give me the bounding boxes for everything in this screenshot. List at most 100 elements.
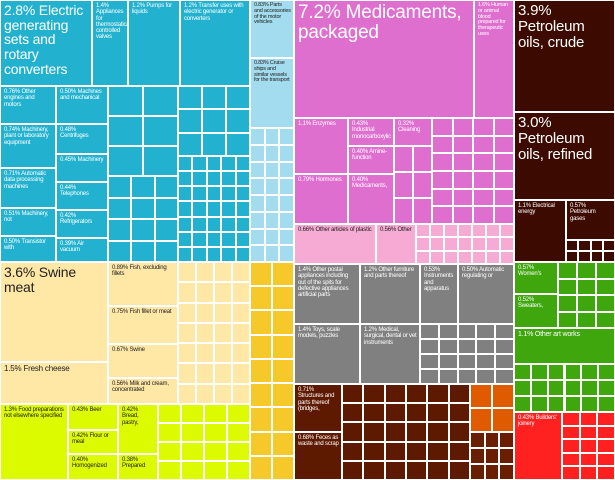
treemap-cell	[499, 464, 514, 480]
treemap-tile: 0.40% Medicaments,	[348, 174, 394, 224]
treemap-cell	[178, 109, 202, 133]
treemap-cell	[227, 442, 250, 461]
treemap-cell	[427, 422, 449, 442]
treemap-cell	[470, 384, 492, 408]
treemap-cell	[486, 224, 500, 238]
treemap-cell	[590, 240, 603, 251]
treemap-cell	[530, 380, 548, 396]
treemap-tile: 0.74% Machinery, plant or laboratory equ…	[0, 124, 56, 168]
treemap-cell	[264, 195, 280, 212]
treemap-cell	[226, 86, 250, 110]
treemap-cell	[448, 403, 470, 423]
treemap-cell	[406, 441, 428, 461]
tile-label: 1.2% Transfer uses with electric generat…	[184, 3, 244, 22]
treemap-cell	[178, 86, 202, 110]
tile-label: 0.43% Builders' joinery	[518, 415, 557, 428]
treemap-cell	[472, 250, 486, 264]
treemap-cell	[226, 109, 250, 133]
treemap-tile: 0.45% Machinery	[56, 154, 108, 182]
treemap-cell	[250, 211, 265, 229]
treemap-cell	[250, 144, 265, 162]
treemap-cell	[438, 324, 458, 339]
treemap-cell	[448, 441, 470, 461]
treemap-cell	[221, 246, 236, 262]
treemap-cell	[235, 186, 250, 202]
treemap-cell	[178, 132, 202, 156]
treemap-cell	[232, 322, 250, 344]
treemap-tile: 0.40% Amine-function	[348, 146, 394, 174]
treemap-cell	[547, 380, 565, 396]
treemap-cell	[420, 339, 439, 354]
treemap-tile: 0.48% Centrifuges	[56, 124, 108, 154]
treemap-tile: 1.4% Appliances for thermostatically con…	[92, 0, 128, 86]
treemap-tile: 0.43% Industrial monocarboxylic	[348, 118, 394, 146]
treemap-cell	[227, 404, 250, 423]
treemap-cell	[577, 311, 596, 328]
treemap-cell	[131, 240, 155, 262]
tile-label: 0.44% Telephones	[60, 185, 89, 198]
treemap-cell	[596, 311, 615, 328]
treemap-tile: 7.2% Medicaments, packaged	[294, 0, 474, 118]
treemap-cell	[472, 224, 486, 238]
tile-label: 0.74% Machinery, plant or laboratory equ…	[4, 127, 49, 146]
treemap-cell	[227, 423, 250, 442]
treemap-cell	[547, 364, 565, 380]
treemap-cell	[214, 363, 232, 384]
treemap-cell	[181, 461, 204, 480]
treemap-cell	[178, 231, 193, 247]
treemap-cell	[131, 197, 155, 219]
treemap-cell	[178, 302, 196, 323]
treemap-cell	[458, 237, 472, 251]
tile-label: 0.57% Petroleum gases	[570, 203, 596, 222]
treemap-cell	[204, 442, 227, 461]
treemap-cell	[108, 146, 143, 176]
treemap-cell	[420, 369, 439, 384]
treemap-cell	[457, 324, 477, 339]
treemap-cell	[250, 245, 265, 262]
treemap-tile: 0.53% Instruments and apparatus	[420, 264, 458, 324]
treemap-cell	[108, 240, 132, 262]
treemap-cell	[500, 250, 514, 264]
treemap-cell	[232, 302, 250, 323]
treemap-cell	[363, 384, 385, 404]
treemap-cell	[235, 201, 250, 217]
treemap-cell	[452, 118, 473, 136]
treemap-cell	[427, 441, 449, 461]
treemap-cell	[226, 132, 250, 156]
treemap-cell	[470, 408, 492, 432]
treemap-cell	[363, 441, 385, 461]
treemap-cell	[562, 452, 580, 467]
treemap-tile: 0.68% Feces as waste and scrap	[294, 432, 342, 480]
treemap-cell	[235, 216, 250, 232]
treemap-cell	[562, 425, 580, 440]
treemap-cell	[406, 384, 428, 404]
treemap-cell	[178, 282, 196, 303]
treemap-cell	[178, 383, 196, 404]
treemap-cell	[558, 295, 577, 312]
tile-label: 0.40% Homogenized	[72, 457, 107, 470]
treemap-cell	[578, 251, 591, 262]
treemap-cell	[438, 354, 458, 369]
treemap-cell	[250, 310, 272, 335]
tile-label: 0.53% Instruments and apparatus	[424, 267, 454, 292]
tile-label: 0.43% Industrial monocarboxylic	[352, 121, 391, 140]
treemap-cell	[598, 396, 615, 412]
tile-label: 0.56% Other	[380, 227, 412, 233]
treemap-cell	[178, 171, 193, 187]
treemap-cell	[413, 198, 432, 224]
treemap-cell	[581, 364, 599, 380]
treemap-cell	[264, 228, 280, 246]
treemap-cell	[181, 423, 204, 442]
treemap-tile: 0.43% Beer	[68, 404, 118, 430]
tile-label: 7.2% Medicaments, packaged	[298, 2, 462, 43]
tile-label: 0.50% Automatic regulating or	[462, 267, 505, 280]
tile-label: 2.8% Electric generating sets and rotary…	[4, 2, 84, 77]
treemap-cell	[590, 251, 603, 262]
treemap-cell	[196, 302, 214, 323]
treemap-cell	[470, 448, 485, 464]
treemap-cell	[108, 219, 132, 241]
treemap-cell	[514, 364, 531, 380]
treemap-cell	[232, 383, 250, 404]
treemap-cell	[432, 118, 453, 136]
treemap-cell	[250, 334, 272, 359]
